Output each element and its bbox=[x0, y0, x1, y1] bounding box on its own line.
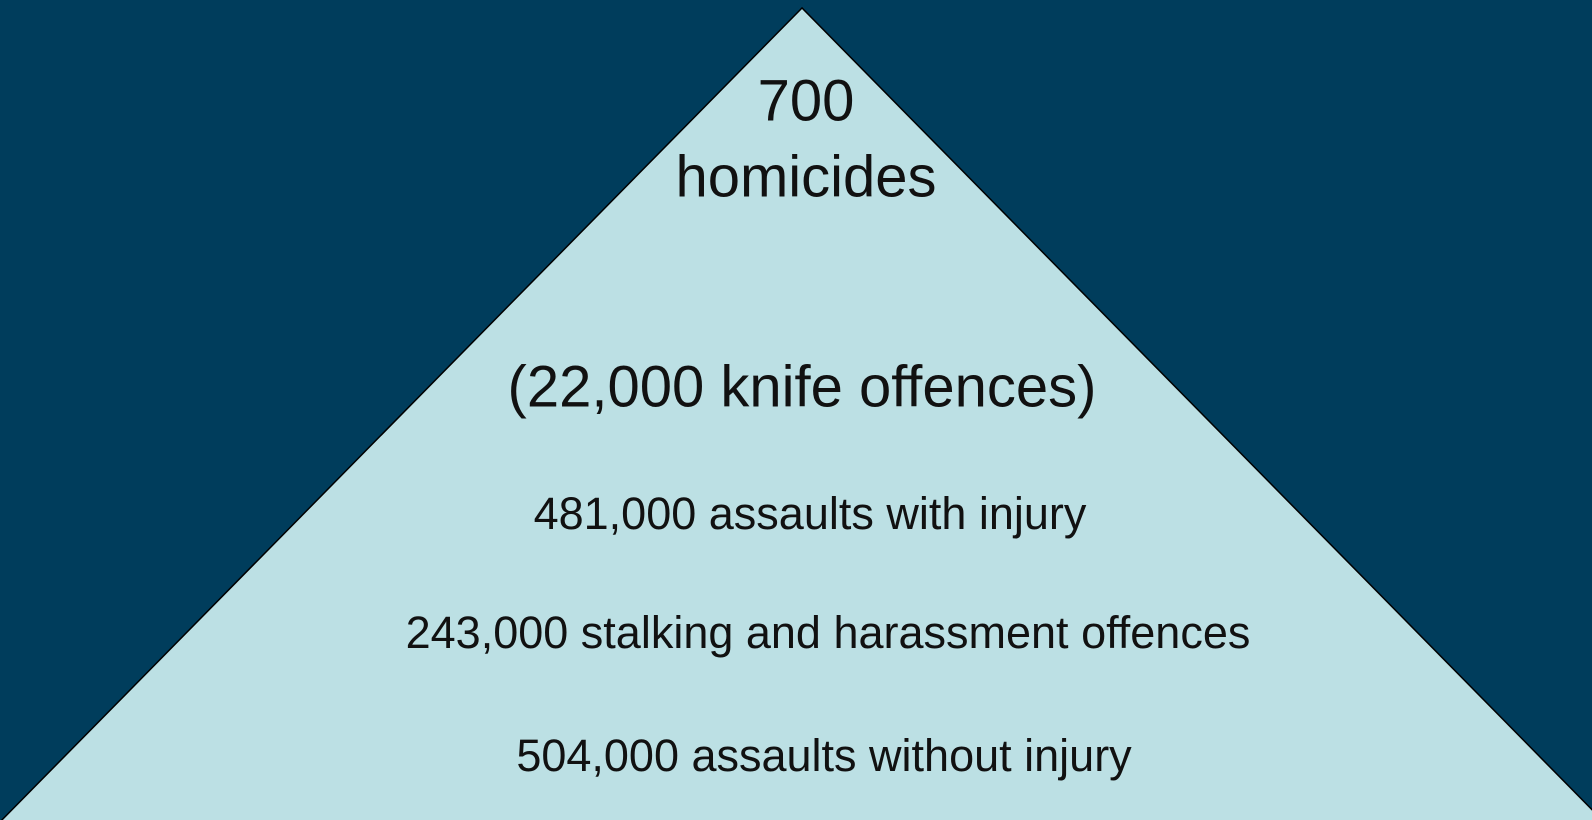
level-label: (22,000 knife offences) bbox=[508, 354, 1097, 419]
level-label: 481,000 assaults with injury bbox=[534, 488, 1087, 539]
pyramid bbox=[0, 6, 1592, 820]
level-label: homicides bbox=[675, 144, 936, 209]
level-label: 504,000 assaults without injury bbox=[516, 730, 1132, 781]
level-label: 243,000 stalking and harassment offences bbox=[406, 607, 1251, 658]
level-label: 700 bbox=[758, 68, 855, 133]
